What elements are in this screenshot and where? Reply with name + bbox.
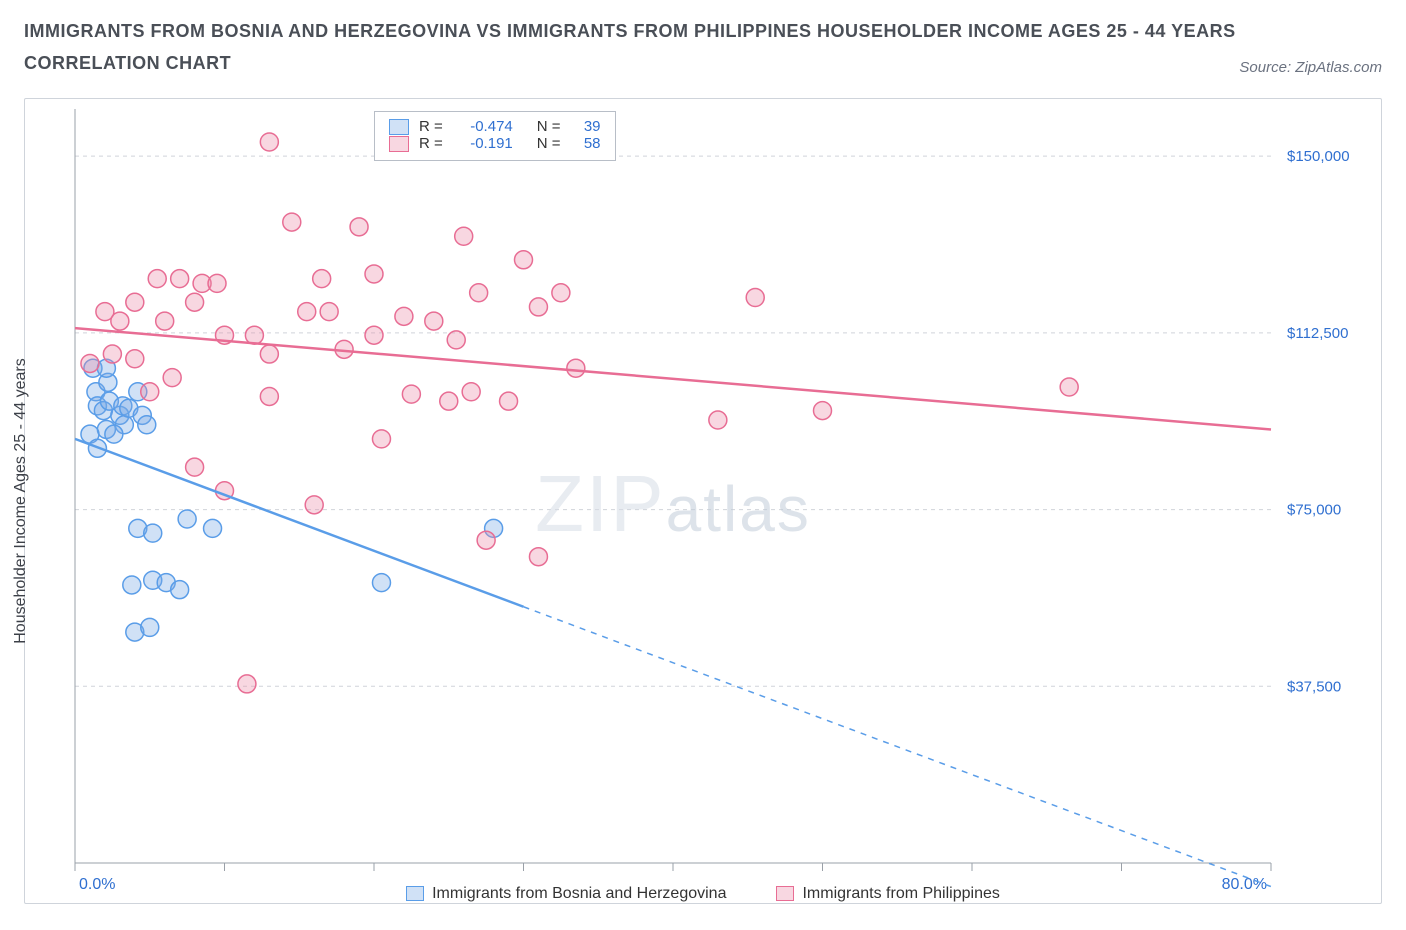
y-tick-label: $150,000 bbox=[1287, 148, 1350, 165]
series-label: Immigrants from Philippines bbox=[802, 885, 999, 902]
data-point bbox=[372, 574, 390, 592]
data-point bbox=[440, 392, 458, 410]
data-point bbox=[260, 345, 278, 363]
data-point bbox=[447, 331, 465, 349]
data-point bbox=[81, 354, 99, 372]
source-label: Source: bbox=[1239, 59, 1295, 76]
data-point bbox=[178, 510, 196, 528]
series-label: Immigrants from Bosnia and Herzegovina bbox=[432, 885, 726, 902]
scatter-plot: $37,500$75,000$112,500$150,0000.0%80.0%Z… bbox=[25, 99, 1381, 903]
data-point bbox=[111, 312, 129, 330]
watermark: ZIPatlas bbox=[535, 459, 811, 548]
data-point bbox=[477, 531, 495, 549]
data-point bbox=[238, 675, 256, 693]
data-point bbox=[260, 133, 278, 151]
data-point bbox=[402, 385, 420, 403]
data-point bbox=[365, 265, 383, 283]
legend-swatch bbox=[389, 136, 409, 152]
data-point bbox=[283, 213, 301, 231]
data-point bbox=[186, 293, 204, 311]
data-point bbox=[455, 227, 473, 245]
data-point bbox=[395, 307, 413, 325]
legend-r-label: R = bbox=[419, 118, 443, 135]
data-point bbox=[372, 430, 390, 448]
data-point bbox=[245, 326, 263, 344]
legend-swatch bbox=[406, 886, 424, 901]
legend-swatch bbox=[776, 886, 794, 901]
data-point bbox=[1060, 378, 1078, 396]
data-point bbox=[208, 274, 226, 292]
data-point bbox=[814, 402, 832, 420]
legend-n-label: N = bbox=[537, 135, 561, 152]
data-point bbox=[529, 548, 547, 566]
data-point bbox=[171, 581, 189, 599]
data-point bbox=[320, 303, 338, 321]
data-point bbox=[123, 576, 141, 594]
trend-line-extrapolated bbox=[524, 607, 1272, 887]
data-point bbox=[305, 496, 323, 514]
data-point bbox=[126, 293, 144, 311]
data-point bbox=[313, 270, 331, 288]
legend-n-label: N = bbox=[537, 118, 561, 135]
data-point bbox=[141, 618, 159, 636]
data-point bbox=[350, 218, 368, 236]
source-attribution: Source: ZipAtlas.com bbox=[1239, 59, 1382, 76]
data-point bbox=[126, 350, 144, 368]
legend-row: R = -0.191 N = 58 bbox=[389, 135, 601, 152]
data-point bbox=[552, 284, 570, 302]
data-point bbox=[462, 383, 480, 401]
data-point bbox=[204, 519, 222, 537]
data-point bbox=[529, 298, 547, 316]
y-tick-label: $75,000 bbox=[1287, 502, 1341, 519]
legend-row: R = -0.474 N = 39 bbox=[389, 118, 601, 135]
y-tick-label: $112,500 bbox=[1287, 325, 1348, 342]
data-point bbox=[105, 425, 123, 443]
trend-line bbox=[75, 328, 1271, 429]
series-legend: Immigrants from Bosnia and Herzegovina Im… bbox=[25, 881, 1381, 905]
chart-container: Householder Income Ages 25 - 44 years $3… bbox=[24, 98, 1382, 904]
legend-r-value: -0.474 bbox=[453, 118, 513, 135]
data-point bbox=[425, 312, 443, 330]
data-point bbox=[186, 458, 204, 476]
legend-r-value: -0.191 bbox=[453, 135, 513, 152]
legend-n-value: 39 bbox=[571, 118, 601, 135]
y-tick-label: $37,500 bbox=[1287, 678, 1341, 695]
legend-n-value: 58 bbox=[571, 135, 601, 152]
data-point bbox=[567, 359, 585, 377]
data-point bbox=[171, 270, 189, 288]
data-point bbox=[260, 387, 278, 405]
data-point bbox=[365, 326, 383, 344]
data-point bbox=[148, 270, 166, 288]
data-point bbox=[500, 392, 518, 410]
source-name: ZipAtlas.com bbox=[1295, 59, 1382, 76]
chart-subtitle: CORRELATION CHART bbox=[24, 50, 231, 76]
data-point bbox=[746, 289, 764, 307]
data-point bbox=[144, 524, 162, 542]
data-point bbox=[163, 369, 181, 387]
data-point bbox=[138, 416, 156, 434]
legend-r-label: R = bbox=[419, 135, 443, 152]
data-point bbox=[103, 345, 121, 363]
correlation-legend: R = -0.474 N = 39 R = -0.191 N = 58 bbox=[374, 111, 616, 161]
data-point bbox=[298, 303, 316, 321]
data-point bbox=[470, 284, 488, 302]
series-legend-item: Immigrants from Bosnia and Herzegovina bbox=[406, 885, 726, 903]
data-point bbox=[141, 383, 159, 401]
legend-swatch bbox=[389, 119, 409, 135]
series-legend-item: Immigrants from Philippines bbox=[776, 885, 999, 903]
data-point bbox=[515, 251, 533, 269]
data-point bbox=[709, 411, 727, 429]
chart-title: IMMIGRANTS FROM BOSNIA AND HERZEGOVINA V… bbox=[24, 18, 1382, 44]
y-axis-label: Householder Income Ages 25 - 44 years bbox=[12, 358, 30, 644]
data-point bbox=[156, 312, 174, 330]
